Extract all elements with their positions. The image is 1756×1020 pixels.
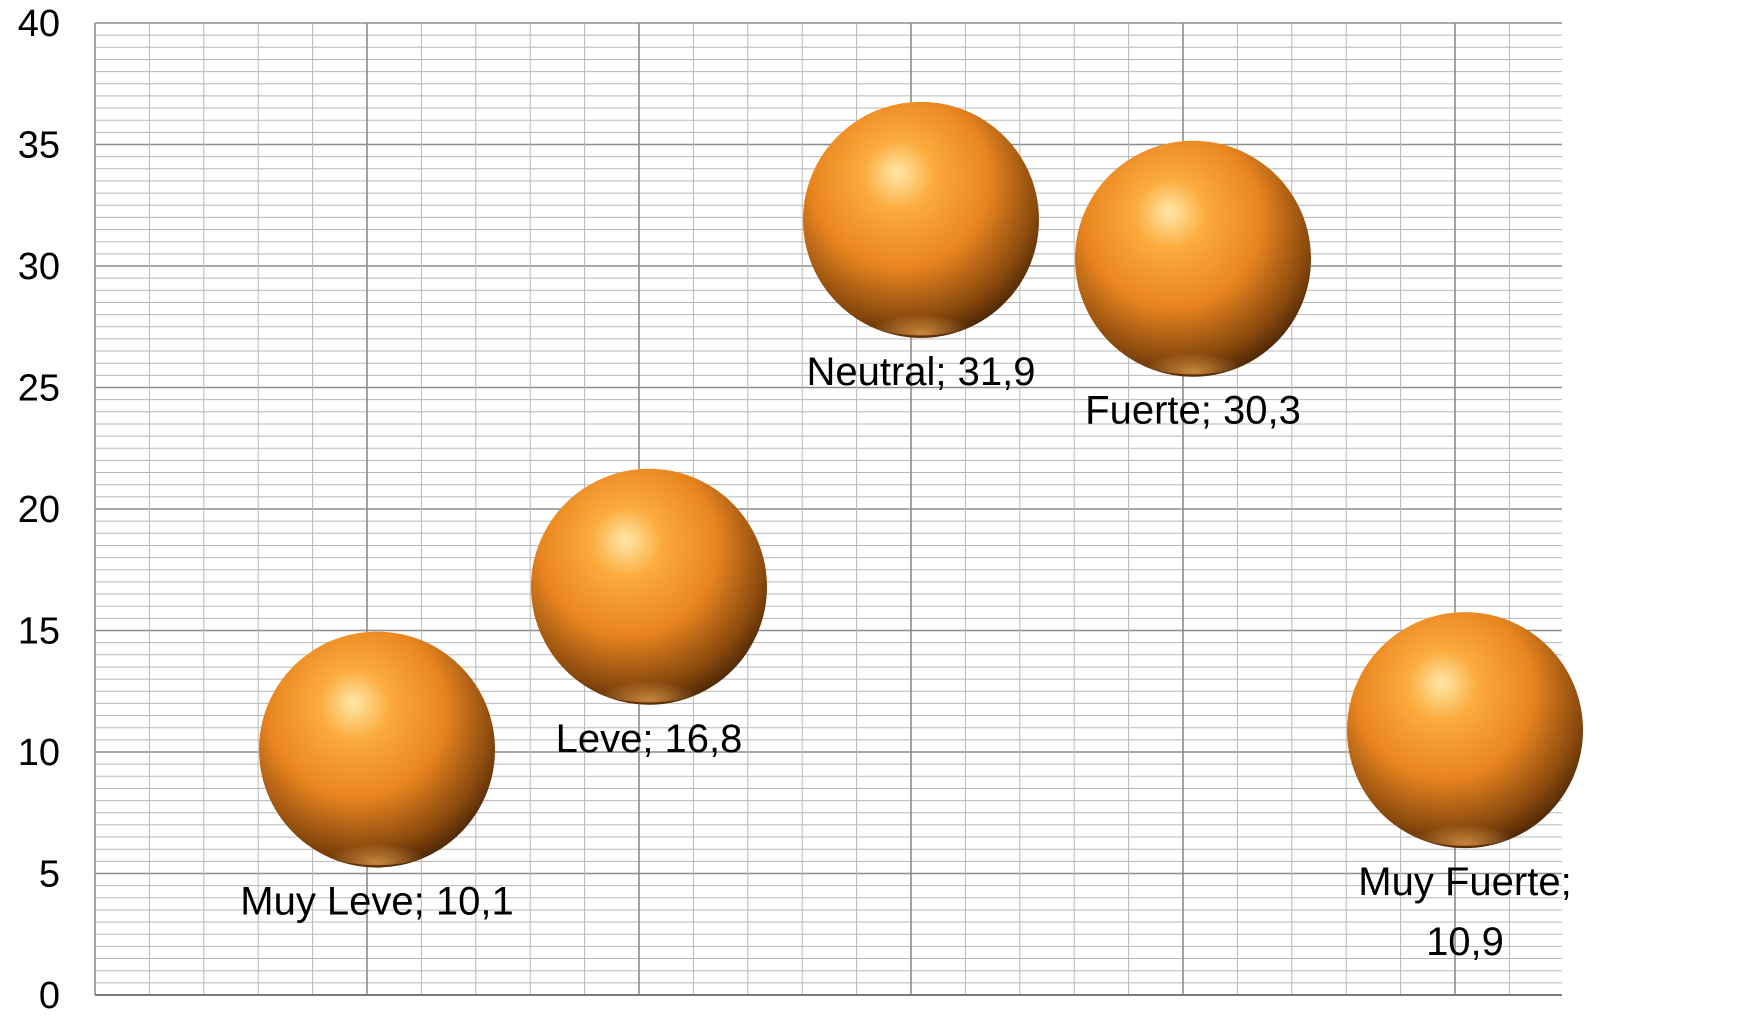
bubble-rim-glow	[584, 655, 714, 703]
bubble-rim-glow	[1128, 327, 1258, 375]
bubble-rim-glow	[1400, 798, 1530, 846]
data-label: Muy Leve; 10,1	[240, 880, 514, 924]
data-label: Fuerte; 30,3	[1085, 389, 1301, 433]
bubble-muy-leve	[259, 631, 495, 868]
y-tick-label: 35	[18, 125, 60, 167]
data-label: 10,9	[1426, 920, 1504, 964]
y-tick-label: 5	[39, 854, 60, 896]
y-axis-tick-labels: 0 5 10 15 20 25 30 35 40	[18, 3, 60, 1017]
bubble-muy-fuerte	[1347, 612, 1583, 849]
y-tick-label: 10	[18, 732, 60, 774]
y-tick-label: 30	[18, 246, 60, 288]
y-tick-label: 0	[39, 975, 60, 1015]
data-label: Muy Fuerte;	[1358, 860, 1571, 904]
bubble-rim-glow	[312, 818, 442, 866]
data-label: Leve; 16,8	[556, 717, 743, 761]
y-tick-label: 25	[18, 368, 60, 410]
y-tick-label: 20	[18, 489, 60, 531]
bubble-neutral	[803, 101, 1039, 338]
data-labels: Muy Leve; 10,1 Leve; 16,8 Neutral; 31,9 Fue…	[240, 350, 1571, 964]
bubble-leve	[531, 468, 767, 705]
bubble-fuerte	[1075, 140, 1311, 377]
bubble-rim-glow	[856, 288, 986, 336]
y-tick-label: 15	[18, 611, 60, 653]
bubble-series	[259, 101, 1583, 868]
y-tick-label: 40	[18, 3, 60, 45]
data-label: Neutral; 31,9	[806, 350, 1035, 394]
